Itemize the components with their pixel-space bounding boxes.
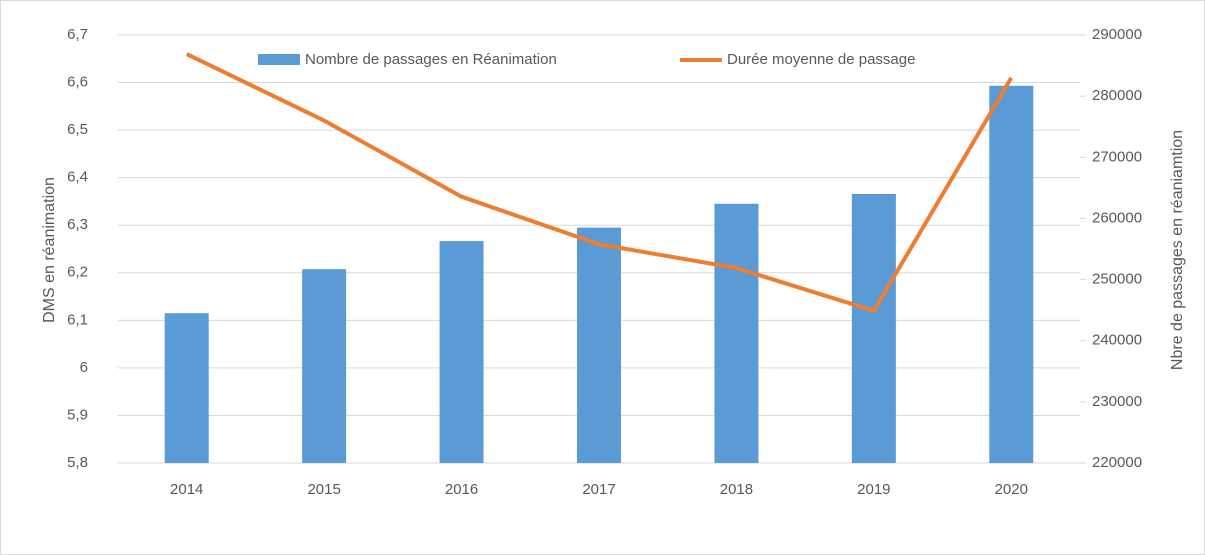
bar <box>164 313 209 463</box>
y-tick-label: 5,9 <box>67 406 88 423</box>
x-tick-label: 2015 <box>307 481 340 498</box>
x-tick-label: 2020 <box>995 481 1028 498</box>
y-tick-label: 6,2 <box>67 264 88 281</box>
y2-tick-label: 290000 <box>1092 26 1142 43</box>
x-tick-label: 2018 <box>720 481 753 498</box>
bar <box>577 227 621 463</box>
y2-tick-label: 250000 <box>1092 271 1142 288</box>
y2-axis-label: Nbre de passages en réaniamtion <box>1169 130 1186 370</box>
y-tick-label: 6,3 <box>67 216 88 233</box>
legend-label: Nombre de passages en Réanimation <box>305 51 557 68</box>
y2-tick-label: 280000 <box>1092 87 1142 104</box>
y2-tick-label: 220000 <box>1092 454 1142 471</box>
y2-tick-label: 270000 <box>1092 148 1142 165</box>
y2-tick-label: 240000 <box>1092 332 1142 349</box>
y2-tick-label: 260000 <box>1092 209 1142 226</box>
y-axis-label: DMS en réanimation <box>41 177 58 323</box>
legend-label: Durée moyenne de passage <box>727 51 915 68</box>
bar <box>989 85 1034 464</box>
y-tick-label: 6,1 <box>67 311 88 328</box>
y-tick-label: 5,8 <box>67 454 88 471</box>
y-tick-label: 6,5 <box>67 121 88 138</box>
x-tick-label: 2016 <box>445 481 478 498</box>
y-tick-label: 6,7 <box>67 26 88 43</box>
y-tick-label: 6 <box>80 359 88 376</box>
x-tick-label: 2019 <box>857 481 890 498</box>
y-tick-label: 6,6 <box>67 74 88 91</box>
legend-swatch <box>258 54 300 65</box>
x-tick-label: 2017 <box>582 481 615 498</box>
bar <box>714 203 759 464</box>
y2-tick-label: 230000 <box>1092 393 1142 410</box>
line <box>185 52 1014 313</box>
y-tick-label: 6,4 <box>67 169 88 186</box>
x-tick-label: 2014 <box>170 481 203 498</box>
bar <box>439 241 484 463</box>
bar <box>302 269 347 463</box>
bar <box>851 193 896 463</box>
